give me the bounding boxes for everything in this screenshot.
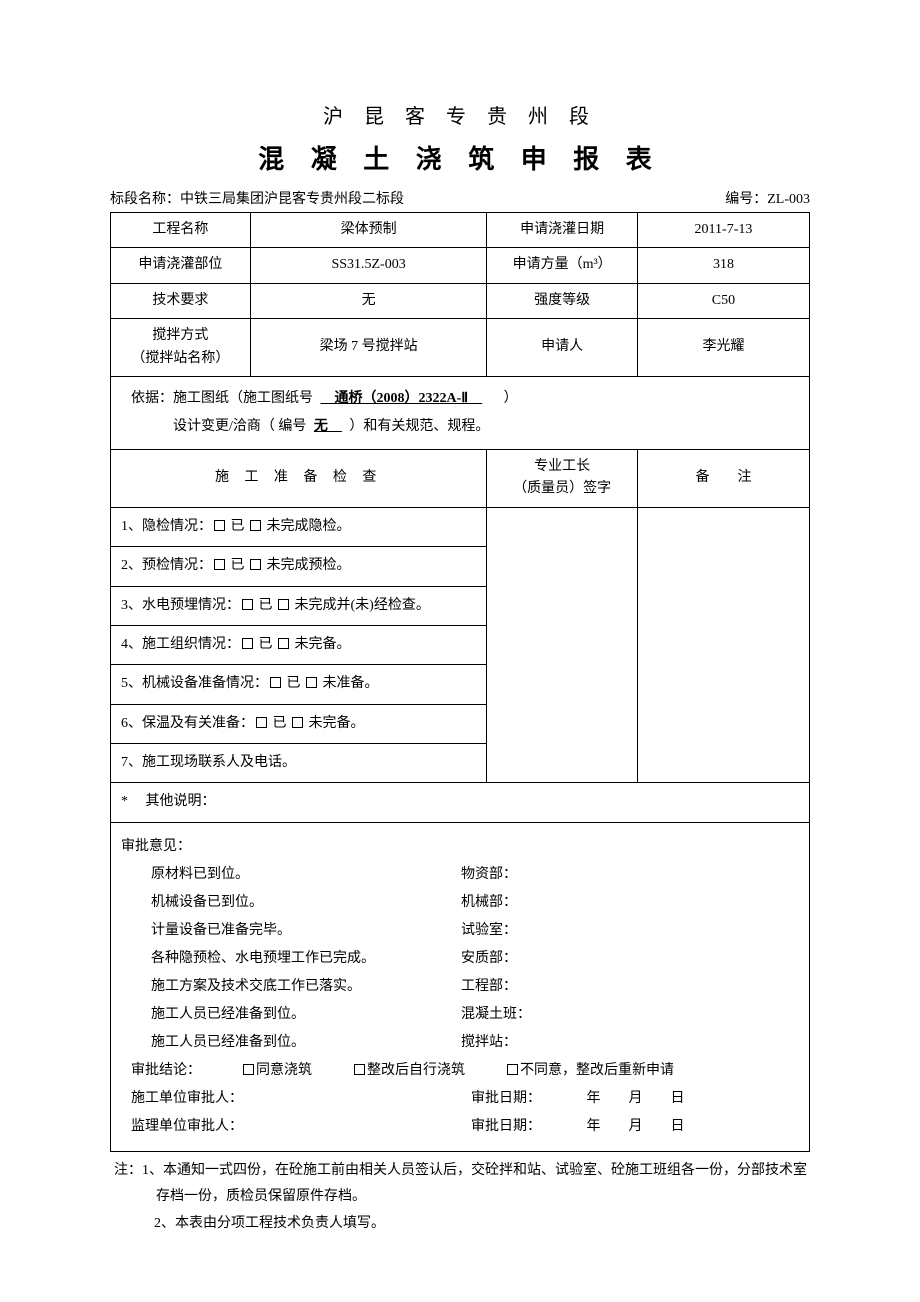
remark-header: 备 注 <box>637 449 809 507</box>
section-name: 标段名称：中铁三局集团沪昆客专贵州段二标段 <box>110 188 404 208</box>
checkbox-icon[interactable] <box>242 638 253 649</box>
checkbox-icon[interactable] <box>256 717 267 728</box>
checkbox-icon[interactable] <box>278 599 289 610</box>
label-mix: 搅拌方式 （搅拌站名称） <box>111 319 251 377</box>
signature-header: 专业工长 （质量员）签字 <box>487 449 638 507</box>
application-form-table: 工程名称 梁体预制 申请浇灌日期 2011-7-13 申请浇灌部位 SS31.5… <box>110 212 810 1152</box>
value-apply-date: 2011-7-13 <box>637 213 809 248</box>
other-note: * 其他说明： <box>111 783 810 822</box>
label-apply-qty: 申请方量（m³） <box>487 248 638 283</box>
footnotes: 注：1、本通知一式四份，在砼施工前由相关人员签认后，交砼拌和站、试验室、砼施工班… <box>110 1158 810 1238</box>
check-item-7: 7、施工现场联系人及电话。 <box>111 744 487 783</box>
checkbox-icon[interactable] <box>214 520 225 531</box>
supervisor-approver-line: 监理单位审批人： 审批日期： 年 月 日 <box>121 1113 799 1141</box>
checkbox-icon[interactable] <box>250 559 261 570</box>
checkbox-icon[interactable] <box>507 1064 518 1075</box>
value-mix: 梁场 7 号搅拌站 <box>250 319 487 377</box>
label-apply-date: 申请浇灌日期 <box>487 213 638 248</box>
checkbox-icon[interactable] <box>250 520 261 531</box>
checkbox-icon[interactable] <box>242 599 253 610</box>
form-code: 编号：ZL-003 <box>725 188 810 208</box>
page-subtitle: 沪 昆 客 专 贵 州 段 <box>110 100 810 129</box>
check-item-5: 5、机械设备准备情况： 已 未准备。 <box>111 665 487 704</box>
label-strength: 强度等级 <box>487 283 638 318</box>
checkbox-icon[interactable] <box>270 677 281 688</box>
meta-row: 标段名称：中铁三局集团沪昆客专贵州段二标段 编号：ZL-003 <box>110 188 810 208</box>
check-item-4: 4、施工组织情况： 已 未完备。 <box>111 625 487 664</box>
approval-conclusion: 审批结论： 同意浇筑 整改后自行浇筑 不同意，整改后重新申请 <box>121 1057 799 1085</box>
value-project-name: 梁体预制 <box>250 213 487 248</box>
label-project-name: 工程名称 <box>111 213 251 248</box>
signature-cell <box>487 507 638 783</box>
value-strength: C50 <box>637 283 809 318</box>
checkbox-icon[interactable] <box>243 1064 254 1075</box>
check-item-2: 2、预检情况： 已 未完成预检。 <box>111 547 487 586</box>
unit-approver-line: 施工单位审批人： 审批日期： 年 月 日 <box>121 1085 799 1113</box>
footnote-2: 2、本表由分项工程技术负责人填写。 <box>114 1211 810 1238</box>
check-item-6: 6、保温及有关准备： 已 未完备。 <box>111 704 487 743</box>
checkbox-icon[interactable] <box>292 717 303 728</box>
check-header: 施 工 准 备 检 查 <box>111 449 487 507</box>
remark-cell <box>637 507 809 783</box>
label-apply-part: 申请浇灌部位 <box>111 248 251 283</box>
value-applicant: 李光耀 <box>637 319 809 377</box>
page-title: 混 凝 土 浇 筑 申 报 表 <box>110 139 810 176</box>
change-number: 无 <box>310 419 346 434</box>
checkbox-icon[interactable] <box>214 559 225 570</box>
footnote-1: 注：1、本通知一式四份，在砼施工前由相关人员签认后，交砼拌和站、试验室、砼施工班… <box>114 1158 810 1211</box>
checkbox-icon[interactable] <box>306 677 317 688</box>
check-item-1: 1、隐检情况： 已 未完成隐检。 <box>111 507 487 546</box>
approval-title: 审批意见： <box>121 833 799 861</box>
approval-block: 审批意见： 原材料已到位。物资部： 机械设备已到位。机械部： 计量设备已准备完毕… <box>111 822 810 1151</box>
value-apply-qty: 318 <box>637 248 809 283</box>
label-applicant: 申请人 <box>487 319 638 377</box>
label-tech-req: 技术要求 <box>111 283 251 318</box>
basis-cell: 依据：施工图纸（施工图纸号 通桥（2008）2322A-Ⅱ ） 设计变更/洽商（… <box>111 376 810 449</box>
drawing-number: 通桥（2008）2322A-Ⅱ <box>317 391 487 406</box>
check-item-3: 3、水电预埋情况： 已 未完成并(未)经检查。 <box>111 586 487 625</box>
value-tech-req: 无 <box>250 283 487 318</box>
value-apply-part: SS31.5Z-003 <box>250 248 487 283</box>
checkbox-icon[interactable] <box>354 1064 365 1075</box>
checkbox-icon[interactable] <box>278 638 289 649</box>
